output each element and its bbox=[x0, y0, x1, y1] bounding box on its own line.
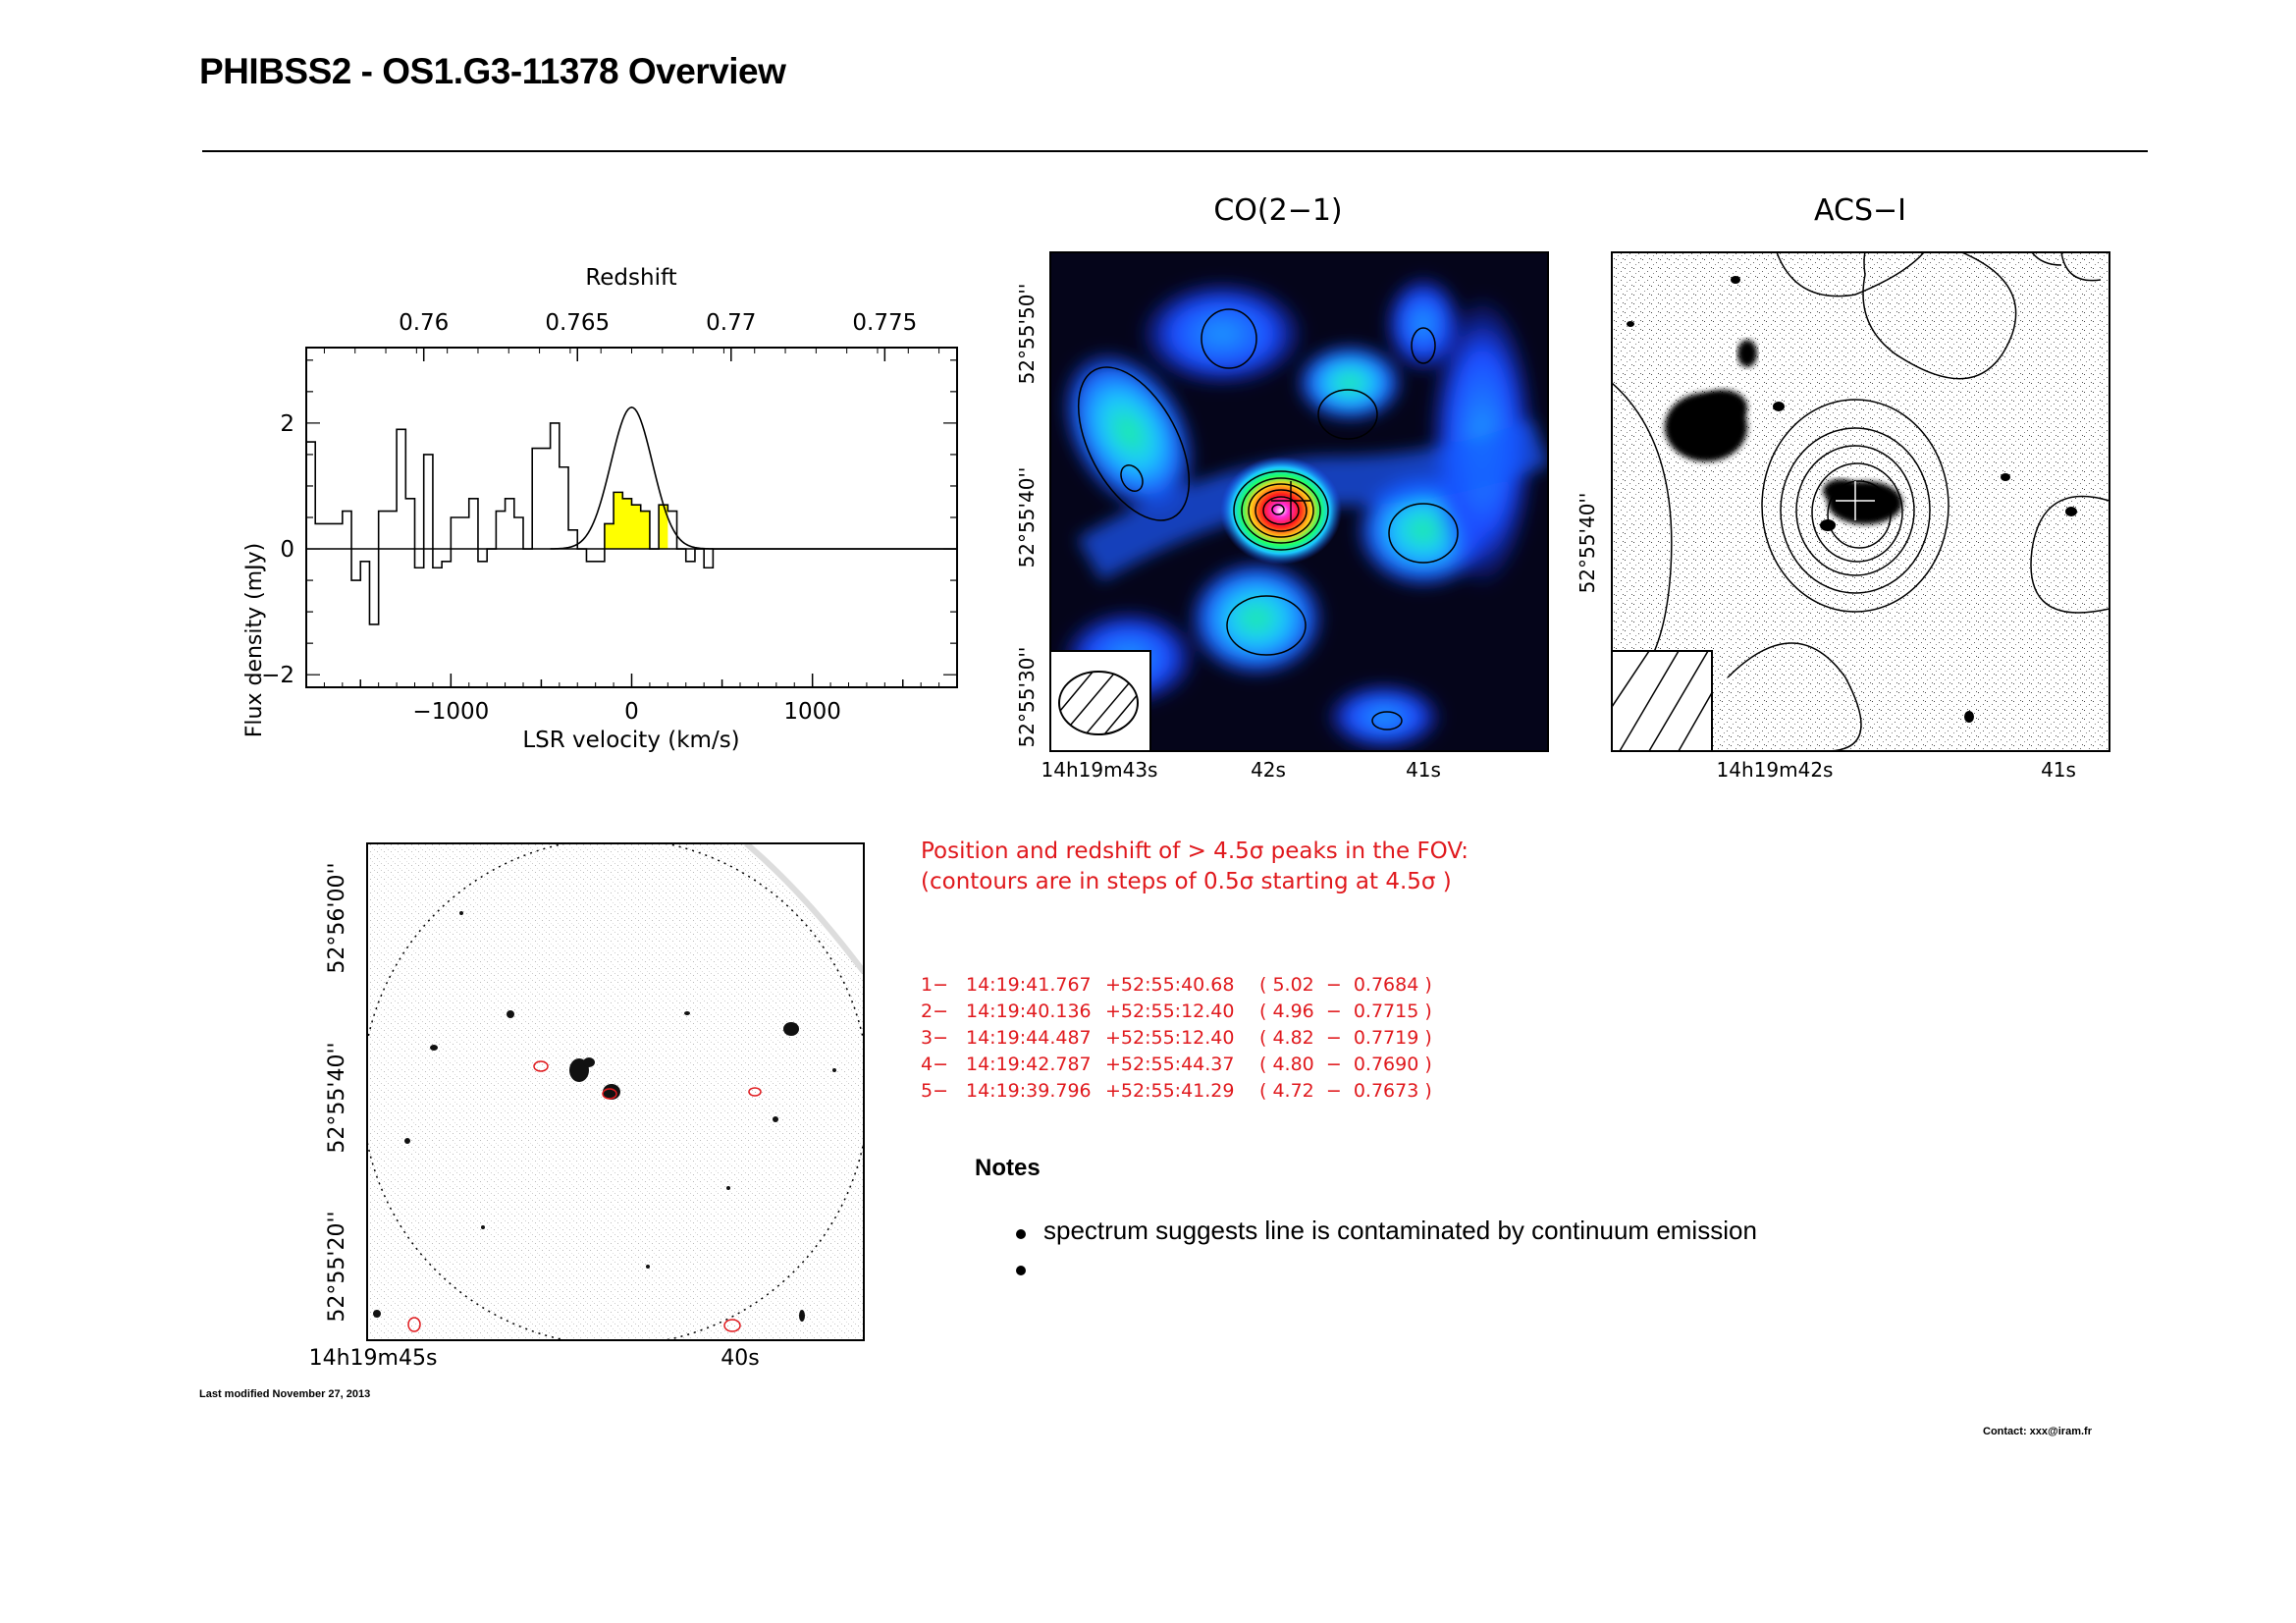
svg-text:52°55'40'': 52°55'40'' bbox=[325, 1042, 349, 1153]
spectrum-top-axis-label: Redshift bbox=[585, 265, 676, 291]
spectrum-left-ticklabels: −2 0 2 bbox=[261, 411, 294, 688]
note-item-1: spectrum suggests line is contaminated b… bbox=[1043, 1216, 1757, 1245]
co-beam bbox=[1049, 650, 1151, 752]
acs-crosshair bbox=[1836, 481, 1875, 520]
last-modified: Last modified November 27, 2013 bbox=[199, 1388, 371, 1400]
gaussian-fit bbox=[550, 406, 714, 550]
peak-val: ( 4.82 − 0.7719 ) bbox=[1259, 1027, 1432, 1049]
svg-text:14h19m45s: 14h19m45s bbox=[309, 1346, 438, 1371]
redshift-tick-label: 0.775 bbox=[852, 310, 917, 336]
peak-val: ( 4.80 − 0.7690 ) bbox=[1259, 1054, 1432, 1075]
page-title: PHIBSS2 - OS1.G3-11378 Overview bbox=[199, 51, 786, 91]
svg-text:14h19m42s: 14h19m42s bbox=[1717, 758, 1834, 782]
co-map-title: CO(2−1) bbox=[1213, 193, 1342, 228]
field-x-ticklabels: 14h19m45s 40s bbox=[309, 1346, 760, 1371]
co-y-ticklabels: 52°55'50'' 52°55'40'' 52°55'30'' bbox=[1015, 284, 1039, 748]
peak-ra: 14:19:40.136 bbox=[966, 1001, 1092, 1022]
co-contours bbox=[1077, 308, 1459, 730]
note-bullet-1 bbox=[1016, 1229, 1026, 1239]
line-emission-fill bbox=[604, 492, 668, 550]
svg-text:41s: 41s bbox=[2041, 758, 2076, 782]
peak-description: Position and redshift of > 4.5σ peaks in… bbox=[921, 837, 1468, 897]
acs-map-frame bbox=[1611, 251, 2110, 752]
y-tick-label: −2 bbox=[261, 663, 294, 688]
y-tick-label: 0 bbox=[280, 537, 294, 563]
field-peak-contours bbox=[407, 1060, 762, 1332]
acs-sources bbox=[1627, 276, 2077, 723]
svg-text:52°55'30'': 52°55'30'' bbox=[1015, 647, 1039, 748]
svg-text:40s: 40s bbox=[721, 1346, 759, 1371]
svg-text:52°55'40'': 52°55'40'' bbox=[1015, 467, 1039, 568]
co-x-ticklabels: 14h19m43s 42s 41s bbox=[1041, 758, 1441, 782]
spectrum-x-axis-label: LSR velocity (km/s) bbox=[522, 728, 739, 753]
svg-text:52°55'50'': 52°55'50'' bbox=[1015, 284, 1039, 385]
spectrum-y-axis-label: Flux density (mJy) bbox=[242, 543, 267, 737]
spectrum-top-ticklabels: 0.76 0.765 0.77 0.775 bbox=[399, 310, 917, 336]
acs-map-title: ACS−I bbox=[1814, 193, 1906, 228]
svg-text:52°56'00'': 52°56'00'' bbox=[325, 862, 349, 973]
peak-heading-2: (contours are in steps of 0.5σ starting … bbox=[921, 869, 1452, 894]
svg-text:52°55'20'': 52°55'20'' bbox=[325, 1211, 349, 1322]
note-bullet-2 bbox=[1016, 1266, 1026, 1275]
peak-dec: +52:55:44.37 bbox=[1105, 1054, 1235, 1075]
co-crosshair bbox=[1271, 481, 1310, 520]
peak-n: 1− bbox=[921, 974, 949, 996]
y-tick-label: 2 bbox=[280, 411, 294, 437]
peak-val: ( 4.96 − 0.7715 ) bbox=[1259, 1001, 1432, 1022]
redshift-tick-label: 0.765 bbox=[545, 310, 610, 336]
peak-n: 3− bbox=[921, 1027, 949, 1049]
x-tick-label: 1000 bbox=[783, 699, 841, 725]
spectrum-bottom-ticklabels: −1000 0 1000 bbox=[412, 699, 841, 725]
contact: Contact: xxx@iram.fr bbox=[1983, 1426, 2092, 1437]
peak-n: 5− bbox=[921, 1080, 949, 1102]
x-tick-label: 0 bbox=[624, 699, 639, 725]
field-map-frame bbox=[366, 842, 865, 1341]
svg-text:41s: 41s bbox=[1406, 758, 1441, 782]
field-map: 52°56'00'' 52°55'40'' 52°55'20'' 14h19m4… bbox=[309, 842, 865, 1371]
peak-val: ( 5.02 − 0.7684 ) bbox=[1259, 974, 1432, 996]
spectrum-steps bbox=[306, 422, 957, 625]
svg-text:42s: 42s bbox=[1251, 758, 1286, 782]
acs-map: ACS−I bbox=[1575, 193, 2110, 782]
co-map: CO(2−1) bbox=[1015, 193, 1549, 782]
spectrum-chart: Redshift 0.76 0.765 0.77 0.775 −1000 0 1000 −… bbox=[242, 265, 958, 753]
redshift-tick-label: 0.76 bbox=[399, 310, 449, 336]
acs-y-ticklabels: 52°55'40'' bbox=[1575, 493, 1599, 594]
acs-beam bbox=[1611, 650, 1713, 752]
peak-dec: +52:55:12.40 bbox=[1105, 1001, 1235, 1022]
peak-dec: +52:55:40.68 bbox=[1105, 974, 1235, 996]
co-map-frame bbox=[1049, 251, 1549, 752]
peak-ra: 14:19:42.787 bbox=[966, 1054, 1092, 1075]
peak-heading-1: Position and redshift of > 4.5σ peaks in… bbox=[921, 839, 1468, 864]
spectrum-plot bbox=[305, 347, 958, 688]
acs-x-ticklabels: 14h19m42s 41s bbox=[1717, 758, 2076, 782]
peak-dec: +52:55:41.29 bbox=[1105, 1080, 1235, 1102]
peak-ra: 14:19:44.487 bbox=[966, 1027, 1092, 1049]
notes-heading: Notes bbox=[975, 1155, 1041, 1181]
redshift-tick-label: 0.77 bbox=[706, 310, 756, 336]
peak-dec: +52:55:12.40 bbox=[1105, 1027, 1235, 1049]
title-divider bbox=[202, 150, 2148, 152]
svg-text:52°55'40'': 52°55'40'' bbox=[1575, 493, 1599, 594]
peak-ra: 14:19:41.767 bbox=[966, 974, 1092, 996]
peak-n: 2− bbox=[921, 1001, 949, 1022]
x-tick-label: −1000 bbox=[412, 699, 489, 725]
svg-text:14h19m43s: 14h19m43s bbox=[1041, 758, 1158, 782]
peak-val: ( 4.72 − 0.7673 ) bbox=[1259, 1080, 1432, 1102]
peak-n: 4− bbox=[921, 1054, 949, 1075]
field-y-ticklabels: 52°56'00'' 52°55'40'' 52°55'20'' bbox=[325, 862, 349, 1322]
peak-ra: 14:19:39.796 bbox=[966, 1080, 1092, 1102]
